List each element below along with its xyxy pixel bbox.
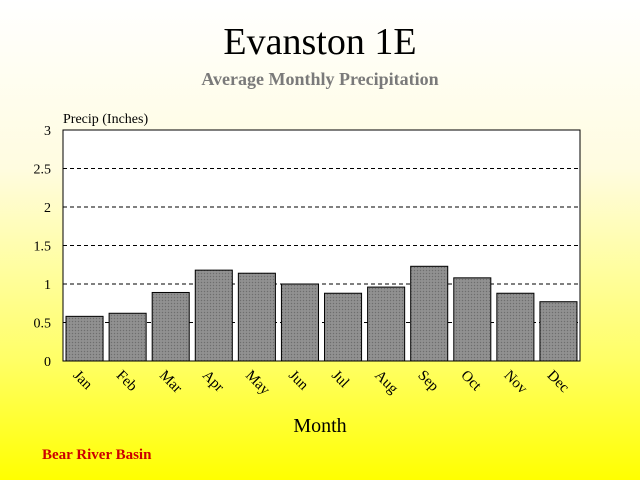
x-tick-labels: Jan Feb Mar Apr May Jun Jul Aug Sep Oct Nov Dec — [70, 368, 573, 399]
y-tick-label: 1.5 — [34, 240, 52, 255]
x-tick-label: Oct — [457, 368, 484, 395]
y-tick-label: 1 — [44, 278, 51, 293]
gridlines — [63, 168, 580, 323]
x-tick-label: Jul — [328, 368, 352, 392]
chart-subtitle: Average Monthly Precipitation — [201, 69, 438, 89]
x-tick-label: Feb — [113, 368, 140, 395]
bar-aug — [367, 286, 406, 362]
bar-jun — [280, 283, 319, 362]
x-tick-label: Dec — [544, 368, 573, 397]
x-tick-label: May — [242, 368, 273, 399]
x-tick-label: Nov — [501, 368, 531, 398]
basin-footnote: Bear River Basin — [42, 447, 152, 463]
y-axis-label: Precip (Inches) — [63, 112, 148, 127]
bar-nov — [496, 292, 535, 362]
y-tick-labels: 0 0.5 1 1.5 2 2.5 3 — [34, 124, 52, 370]
bar-dec — [539, 301, 578, 362]
bar-oct — [453, 277, 492, 362]
y-tick-label: 3 — [44, 124, 51, 139]
chart-title: Evanston 1E — [223, 21, 416, 63]
x-tick-label: Sep — [414, 368, 441, 395]
x-tick-label: Jan — [70, 368, 96, 394]
bar-apr — [194, 269, 233, 362]
x-tick-label: Apr — [199, 368, 227, 396]
x-axis-label: Month — [293, 415, 346, 437]
bar-jul — [324, 292, 363, 362]
x-tick-label: Aug — [371, 368, 401, 398]
bar-sep — [410, 265, 449, 362]
bar-may — [237, 272, 276, 362]
y-tick-label: 0.5 — [34, 317, 52, 332]
y-tick-label: 2 — [44, 201, 51, 216]
x-tick-label: Jun — [285, 368, 311, 394]
bar-jan — [65, 315, 104, 362]
x-tick-label: Mar — [156, 368, 185, 397]
bar-feb — [108, 312, 147, 362]
y-tick-label: 0 — [44, 355, 51, 370]
bars — [65, 265, 578, 362]
bar-mar — [151, 291, 190, 362]
y-tick-label: 2.5 — [34, 163, 52, 178]
